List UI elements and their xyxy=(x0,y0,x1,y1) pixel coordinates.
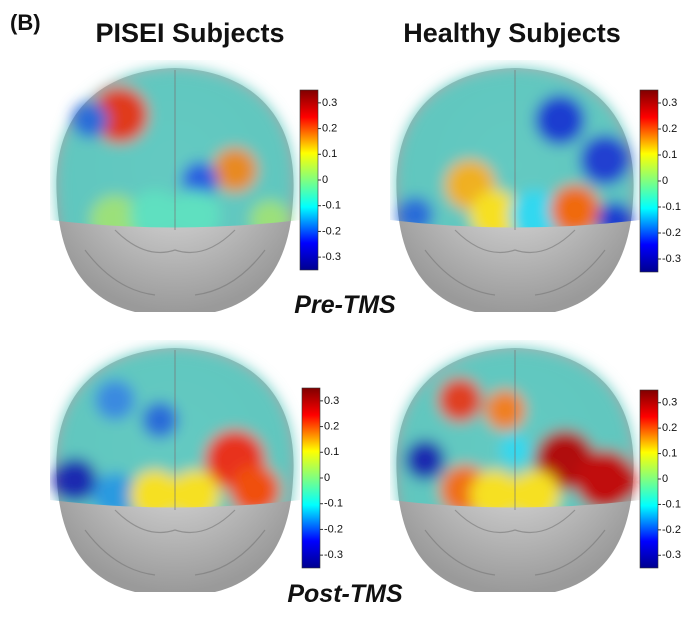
activation-blob xyxy=(170,470,220,508)
colorbar-tick-label: 0.3 xyxy=(322,97,337,109)
activation-blob xyxy=(130,470,180,508)
activation-blob xyxy=(575,450,635,508)
activation-blob xyxy=(213,148,257,192)
colorbar-tick-label: -0.1 xyxy=(322,200,341,212)
activation-blob xyxy=(470,190,520,228)
sulcus xyxy=(454,229,576,254)
sulcus xyxy=(424,249,496,296)
brain xyxy=(53,348,294,592)
activation-blob xyxy=(170,190,220,228)
colorbar-tick-label: 0 xyxy=(662,473,668,485)
column-title: PISEI Subjects xyxy=(95,18,284,48)
colorbar-tick-label: -0.2 xyxy=(324,523,343,535)
activation-blob xyxy=(90,195,140,228)
activation-blob xyxy=(470,470,520,508)
sulcus xyxy=(194,529,266,576)
colorbar-tick-label: 0.2 xyxy=(322,122,337,134)
colorbar-tick-label: -0.2 xyxy=(322,225,341,237)
colorbar-tick-label: -0.3 xyxy=(662,253,681,265)
sulcus xyxy=(114,509,236,534)
colorbar-tick-label: 0.3 xyxy=(662,97,677,109)
activation-blob xyxy=(250,200,290,228)
colorbar-tick-label: -0.1 xyxy=(662,201,681,213)
activation-blob xyxy=(182,162,218,198)
colorbar-tick-label: -0.3 xyxy=(322,251,341,263)
sulcus xyxy=(424,529,496,576)
activation-blob xyxy=(95,380,135,420)
colorbar-tick-label: 0.2 xyxy=(662,422,677,434)
activation-blob xyxy=(92,87,148,143)
activation-blob xyxy=(72,102,108,138)
sulcus xyxy=(114,229,236,254)
colorbar-tick-label: -0.3 xyxy=(324,549,343,561)
colorbar-tick-label: 0.3 xyxy=(324,395,339,407)
colorbar-tick-label: -0.3 xyxy=(662,549,681,561)
sulcus xyxy=(84,529,156,576)
sulcus xyxy=(84,249,156,296)
brain xyxy=(396,68,634,312)
activation-blob xyxy=(535,95,585,145)
colorbar-tick-label: 0.2 xyxy=(662,123,677,135)
activation-blob xyxy=(142,402,178,438)
activation-blob xyxy=(550,185,600,228)
colorbar-tick-label: -0.2 xyxy=(662,524,681,536)
colorbar-tick-label: 0.1 xyxy=(662,149,677,161)
colorbar-tick-label: 0.1 xyxy=(662,447,677,459)
activation-blob xyxy=(510,190,560,228)
colorbar-tick-label: 0 xyxy=(662,175,668,187)
colorbar-tick-label: 0.3 xyxy=(662,397,677,409)
colorbar xyxy=(301,387,321,569)
activation-blob xyxy=(230,465,280,508)
activation-blob xyxy=(53,458,97,502)
activation-blob xyxy=(510,470,560,508)
column-title: Healthy Subjects xyxy=(403,18,621,48)
colorbar-tick-label: 0 xyxy=(322,174,328,186)
activation-blob xyxy=(438,378,482,422)
activation-blob xyxy=(485,390,525,430)
colorbar-tick-label: 0.1 xyxy=(322,148,337,160)
sulcus xyxy=(454,509,576,534)
sulcus xyxy=(194,249,266,296)
sulcus xyxy=(534,249,606,296)
brain xyxy=(396,348,635,592)
colorbar xyxy=(299,89,319,271)
colorbar-tick-label: 0 xyxy=(324,472,330,484)
colorbar-tick-label: -0.1 xyxy=(324,498,343,510)
colorbar-tick-label: -0.2 xyxy=(662,227,681,239)
activation-blob xyxy=(597,202,633,228)
panel-label: (B) xyxy=(10,10,41,35)
colorbar xyxy=(639,89,659,273)
activation-blob xyxy=(405,440,445,480)
row-label: Pre-TMS xyxy=(294,291,396,319)
colorbar xyxy=(639,389,659,569)
colorbar-tick-label: 0.1 xyxy=(324,446,339,458)
row-label: Post-TMS xyxy=(287,580,403,608)
colorbar-tick-label: 0.2 xyxy=(324,420,339,432)
activation-blob xyxy=(130,190,180,228)
activation-blob xyxy=(580,135,630,185)
brain xyxy=(56,68,294,312)
colorbar-tick-label: -0.1 xyxy=(662,498,681,510)
sulcus xyxy=(534,529,606,576)
